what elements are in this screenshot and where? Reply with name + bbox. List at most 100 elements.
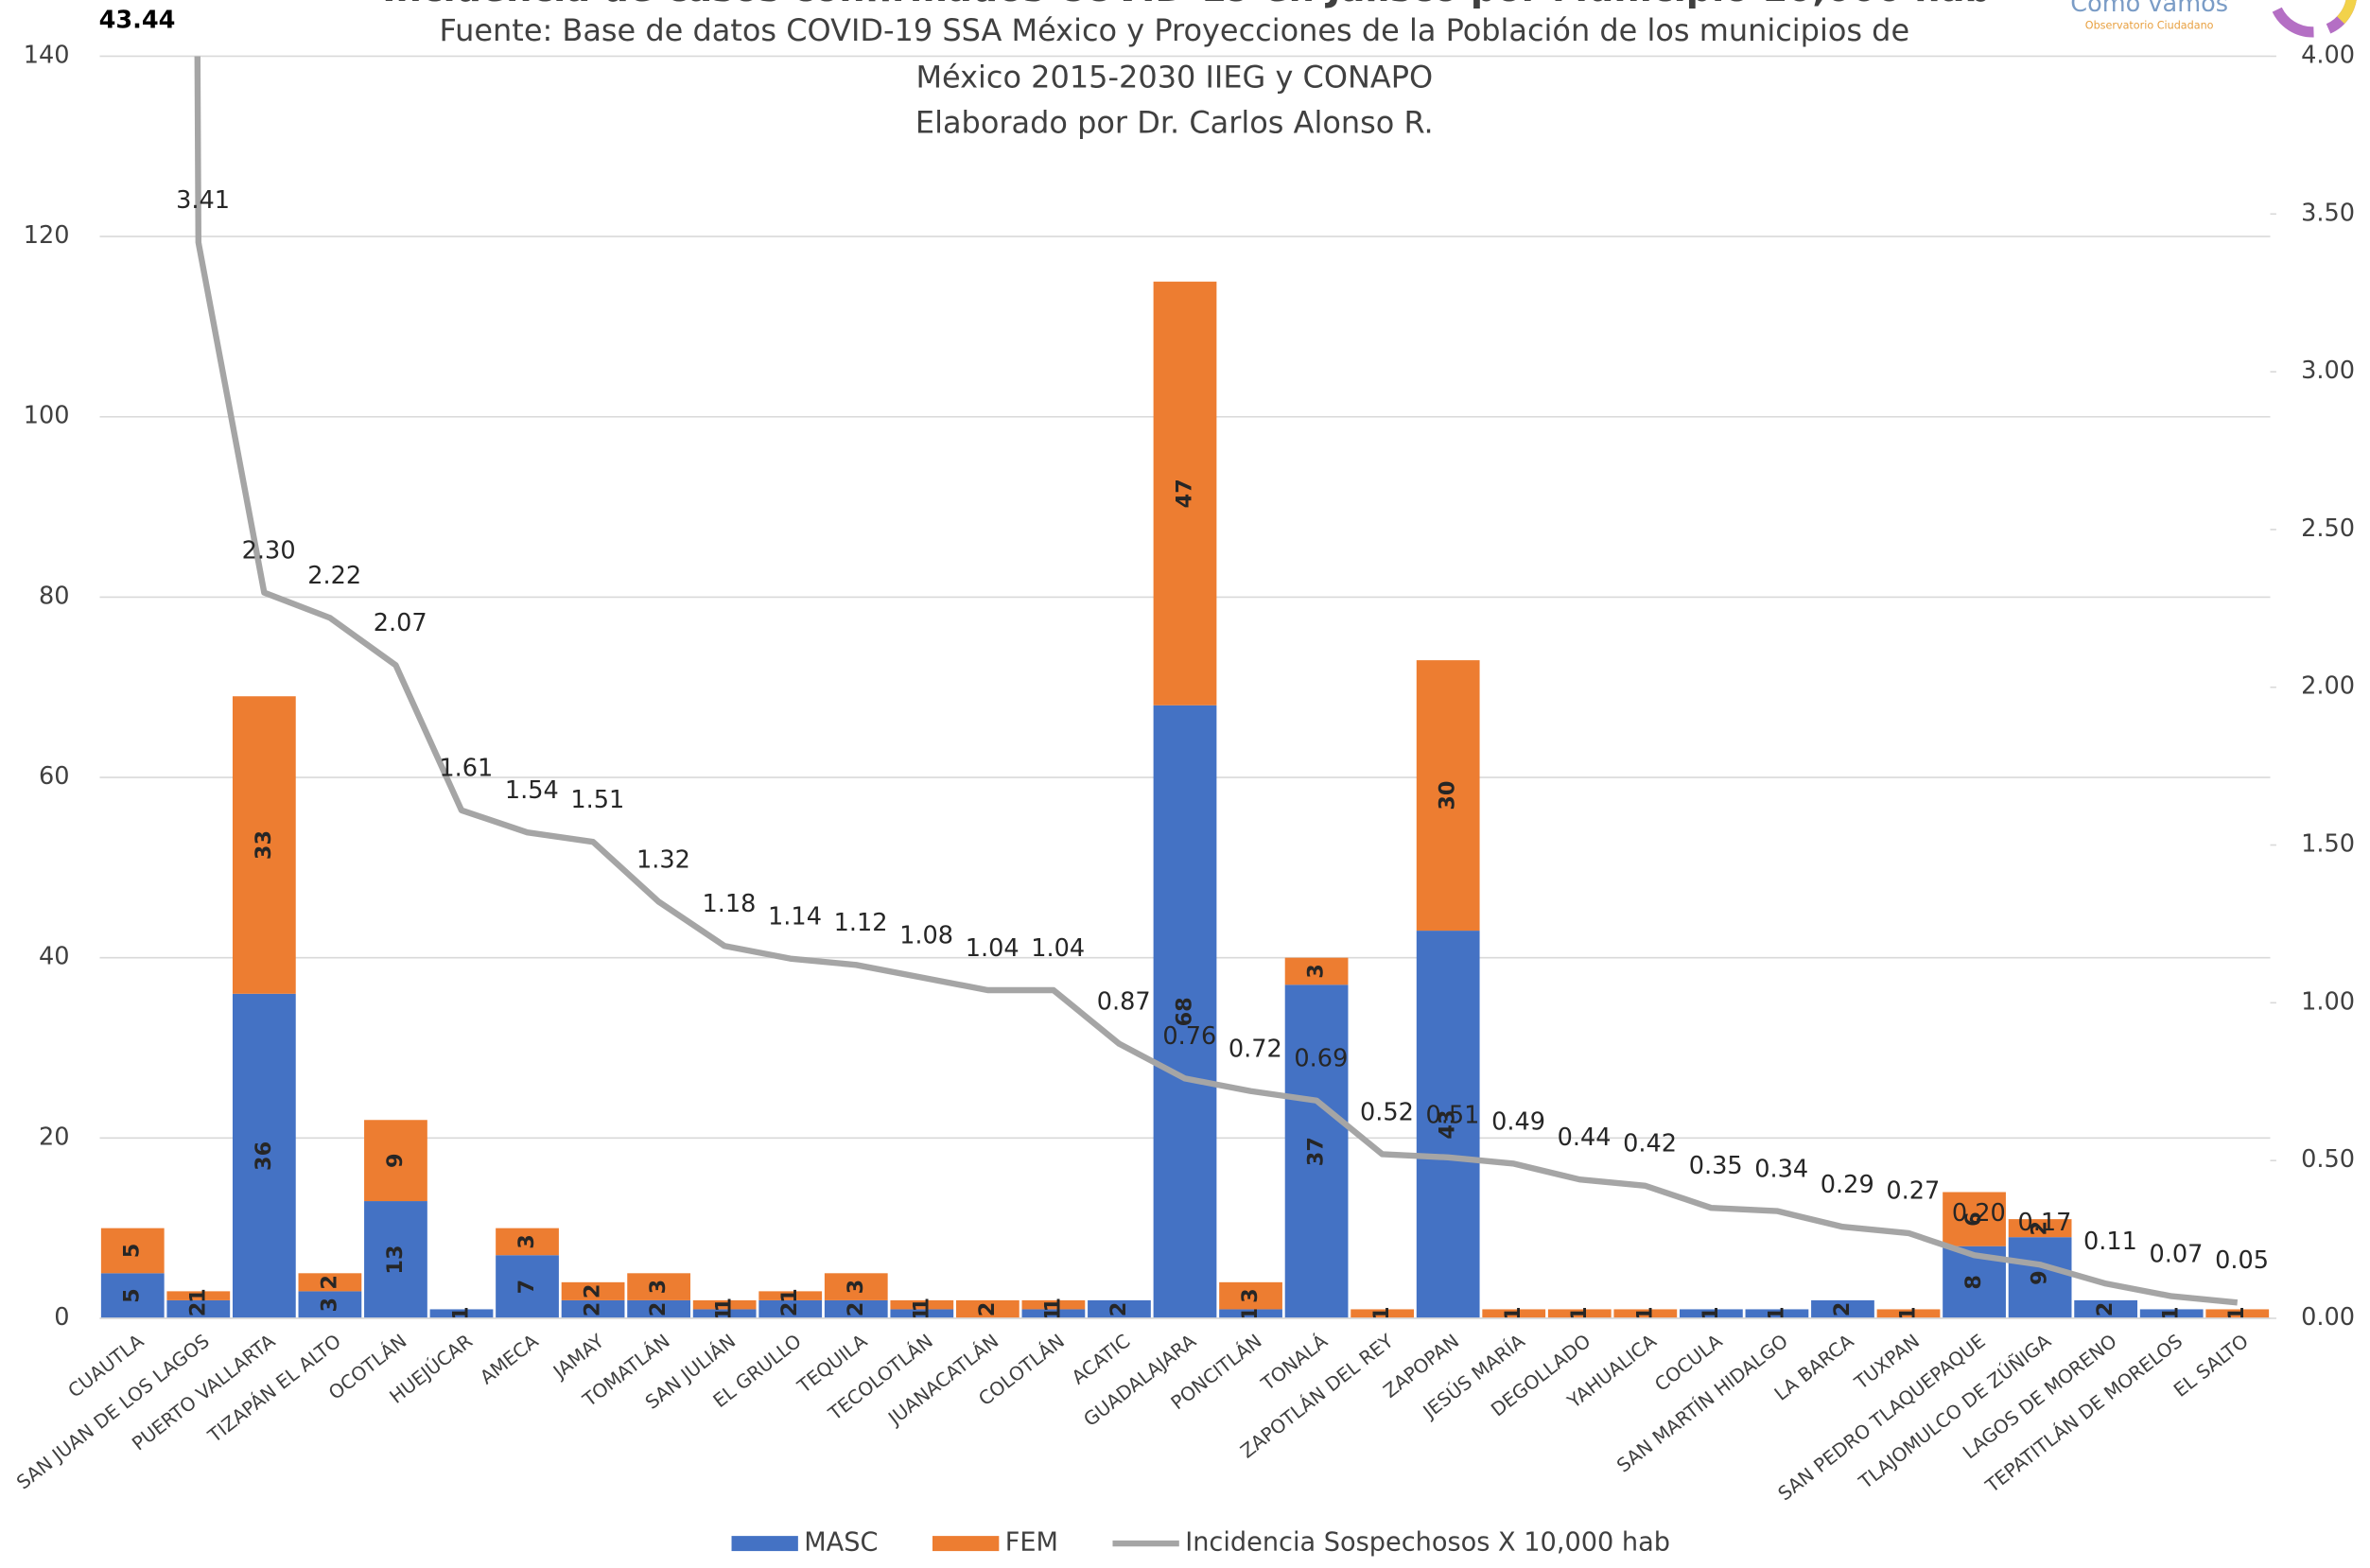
bar-segment xyxy=(1021,1309,1086,1318)
bar-segment xyxy=(1876,1309,1941,1318)
bar-value-label: 1 xyxy=(777,1288,802,1303)
line-series xyxy=(194,56,2239,1306)
y2-tick-label: 3.00 xyxy=(2301,357,2355,385)
y-tick-label: 20 xyxy=(39,1123,70,1151)
y-tick-label: 60 xyxy=(39,762,70,791)
bar-segment xyxy=(890,1299,954,1310)
bar-segment xyxy=(1088,1299,1151,1318)
bar-value-label: 47 xyxy=(1173,479,1197,508)
line-value-label: 0.11 xyxy=(2083,1228,2137,1256)
bar-segment xyxy=(232,696,296,994)
legend-label: FEM xyxy=(1005,1528,1058,1558)
bar-segment xyxy=(758,1299,823,1318)
line-value-label: 0.76 xyxy=(1162,1022,1216,1051)
bar-value-label: 1 xyxy=(2159,1306,2184,1321)
bar-segment xyxy=(1416,931,1480,1318)
y-tick-label: 80 xyxy=(39,582,70,610)
bar-segment xyxy=(1547,1309,1612,1318)
line-value-label: 1.18 xyxy=(703,890,757,918)
line-value-label: 0.29 xyxy=(1821,1171,1874,1199)
bar-value-label: 1 xyxy=(185,1288,210,1303)
line-value-label: 0.72 xyxy=(1229,1036,1282,1064)
bar-segment xyxy=(1021,1299,1086,1310)
bar-value-label: 1 xyxy=(909,1298,933,1313)
line-value-label: 0.20 xyxy=(1952,1199,2006,1228)
line-value-label: 0.87 xyxy=(1097,988,1151,1017)
y2-tick-label: 2.50 xyxy=(2301,514,2355,543)
bar-value-label: 1 xyxy=(1632,1306,1657,1321)
bar-value-label: 1 xyxy=(1238,1306,1263,1321)
line-value-label: 0.17 xyxy=(2017,1209,2071,1237)
legend-swatch xyxy=(932,1536,1000,1552)
bar-segment xyxy=(1153,281,1217,706)
y2-tick-label: 4.00 xyxy=(2301,41,2355,69)
y-tick-label: 120 xyxy=(24,221,70,250)
bar-value-label: 2 xyxy=(2028,1221,2052,1236)
bar-value-label: 3 xyxy=(317,1298,341,1313)
bar-value-label: 3 xyxy=(844,1280,868,1295)
line-value-label: 2.22 xyxy=(307,562,361,590)
bar-segment xyxy=(1482,1309,1546,1318)
line-value-label: 0.69 xyxy=(1294,1045,1348,1073)
line-value-label: 0.49 xyxy=(1491,1107,1545,1136)
line-value-label: 3.41 xyxy=(176,186,230,215)
bar-value-label: 43 xyxy=(1436,1109,1460,1139)
bar-segment xyxy=(496,1255,559,1318)
bar-segment xyxy=(692,1299,757,1310)
line-value-label: 1.08 xyxy=(899,921,953,950)
bar-value-label: 3 xyxy=(514,1234,539,1249)
line-value-label: 1.32 xyxy=(636,845,690,874)
x-tick-label: AMECA xyxy=(476,1330,543,1389)
bar-segment xyxy=(1943,1192,2006,1246)
bar-value-label: 2 xyxy=(1107,1302,1131,1317)
bar-segment xyxy=(758,1291,823,1300)
bar-value-label: 1 xyxy=(712,1298,737,1313)
line-value-label: 1.12 xyxy=(834,909,888,937)
bar-segment xyxy=(100,1228,165,1274)
bar-segment xyxy=(1284,984,1349,1318)
line-value-label: 0.42 xyxy=(1623,1130,1677,1159)
line-value-label: 0.27 xyxy=(1886,1177,1940,1206)
bar-value-label: 2 xyxy=(646,1302,671,1317)
bar-segment xyxy=(100,1273,165,1318)
bar-segment xyxy=(561,1299,625,1318)
x-tick-label: GUADALAJARA xyxy=(1079,1330,1200,1432)
bar-segment xyxy=(692,1309,757,1318)
line-value-label: 0.34 xyxy=(1754,1155,1808,1183)
bar-segment xyxy=(1153,705,1217,1318)
bar-value-label: 36 xyxy=(252,1141,276,1171)
bar-value-label: 2 xyxy=(777,1302,802,1317)
bar-segment xyxy=(429,1309,494,1318)
bar-segment xyxy=(1219,1309,1282,1318)
bar-value-label: 2 xyxy=(581,1302,605,1317)
bar-value-label: 5 xyxy=(120,1288,145,1303)
line-value-label: 0.07 xyxy=(2150,1240,2204,1268)
legend-swatch xyxy=(731,1536,798,1552)
line-group xyxy=(194,56,2239,1306)
bar-value-label: 1 xyxy=(1040,1306,1065,1321)
legend-label: Incidencia Sospechosos X 10,000 hab xyxy=(1185,1528,1670,1558)
bar-value-label: 2 xyxy=(975,1302,1000,1317)
bar-segment xyxy=(2205,1309,2270,1318)
chart-title: Incidencia de casos confirmados COVID-19… xyxy=(382,0,1991,10)
bar-segment xyxy=(824,1299,888,1318)
bar-value-label: 9 xyxy=(2028,1270,2052,1285)
bar-segment xyxy=(627,1273,691,1300)
line-value-label: 0.51 xyxy=(1426,1102,1480,1130)
line-value-label: 0.52 xyxy=(1360,1098,1414,1126)
bar-value-label: 1 xyxy=(1040,1298,1065,1313)
line-value-label: 43.44 xyxy=(99,7,176,35)
bar-value-label: 30 xyxy=(1436,781,1460,810)
bar-segment xyxy=(1745,1309,1809,1318)
y2-tick-label: 0.50 xyxy=(2301,1145,2355,1174)
y-tick-label: 40 xyxy=(39,943,70,971)
bar-value-label: 1 xyxy=(1567,1306,1592,1321)
bar-value-label: 33 xyxy=(252,830,276,860)
bar-segment xyxy=(2139,1309,2204,1318)
bar-value-label: 2 xyxy=(185,1302,210,1317)
line-value-label: 0.05 xyxy=(2215,1246,2269,1275)
bar-segment xyxy=(890,1309,954,1318)
bar-value-label: 1 xyxy=(2224,1306,2249,1321)
line-value-label: 2.07 xyxy=(374,609,427,637)
